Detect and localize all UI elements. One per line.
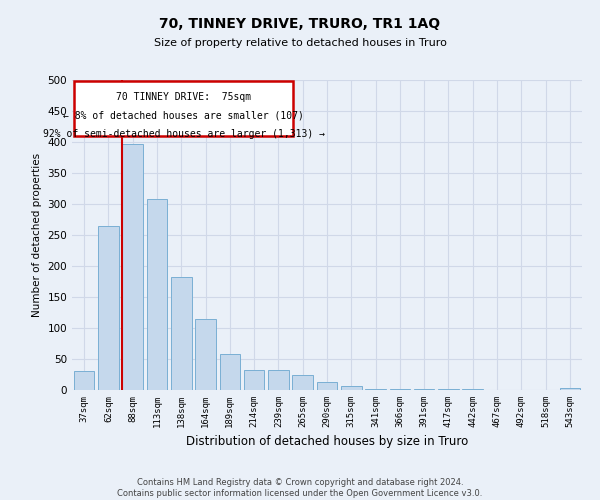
X-axis label: Distribution of detached houses by size in Truro: Distribution of detached houses by size … — [186, 436, 468, 448]
Bar — [74, 372, 94, 390]
Bar — [146, 199, 167, 390]
Bar — [195, 320, 216, 390]
Bar — [341, 386, 362, 390]
FancyBboxPatch shape — [74, 81, 293, 136]
Bar — [122, 144, 143, 390]
Text: Size of property relative to detached houses in Truro: Size of property relative to detached ho… — [154, 38, 446, 48]
Bar — [268, 370, 289, 390]
Bar — [560, 388, 580, 390]
Y-axis label: Number of detached properties: Number of detached properties — [32, 153, 42, 317]
Bar — [292, 374, 313, 390]
Text: 70 TINNEY DRIVE:  75sqm: 70 TINNEY DRIVE: 75sqm — [116, 92, 251, 102]
Bar — [220, 354, 240, 390]
Text: ← 8% of detached houses are smaller (107): ← 8% of detached houses are smaller (107… — [63, 110, 304, 120]
Text: Contains HM Land Registry data © Crown copyright and database right 2024.
Contai: Contains HM Land Registry data © Crown c… — [118, 478, 482, 498]
Bar — [98, 226, 119, 390]
Text: 92% of semi-detached houses are larger (1,313) →: 92% of semi-detached houses are larger (… — [43, 130, 325, 140]
Bar — [244, 370, 265, 390]
Bar — [171, 277, 191, 390]
Bar — [317, 382, 337, 390]
Text: 70, TINNEY DRIVE, TRURO, TR1 1AQ: 70, TINNEY DRIVE, TRURO, TR1 1AQ — [160, 18, 440, 32]
